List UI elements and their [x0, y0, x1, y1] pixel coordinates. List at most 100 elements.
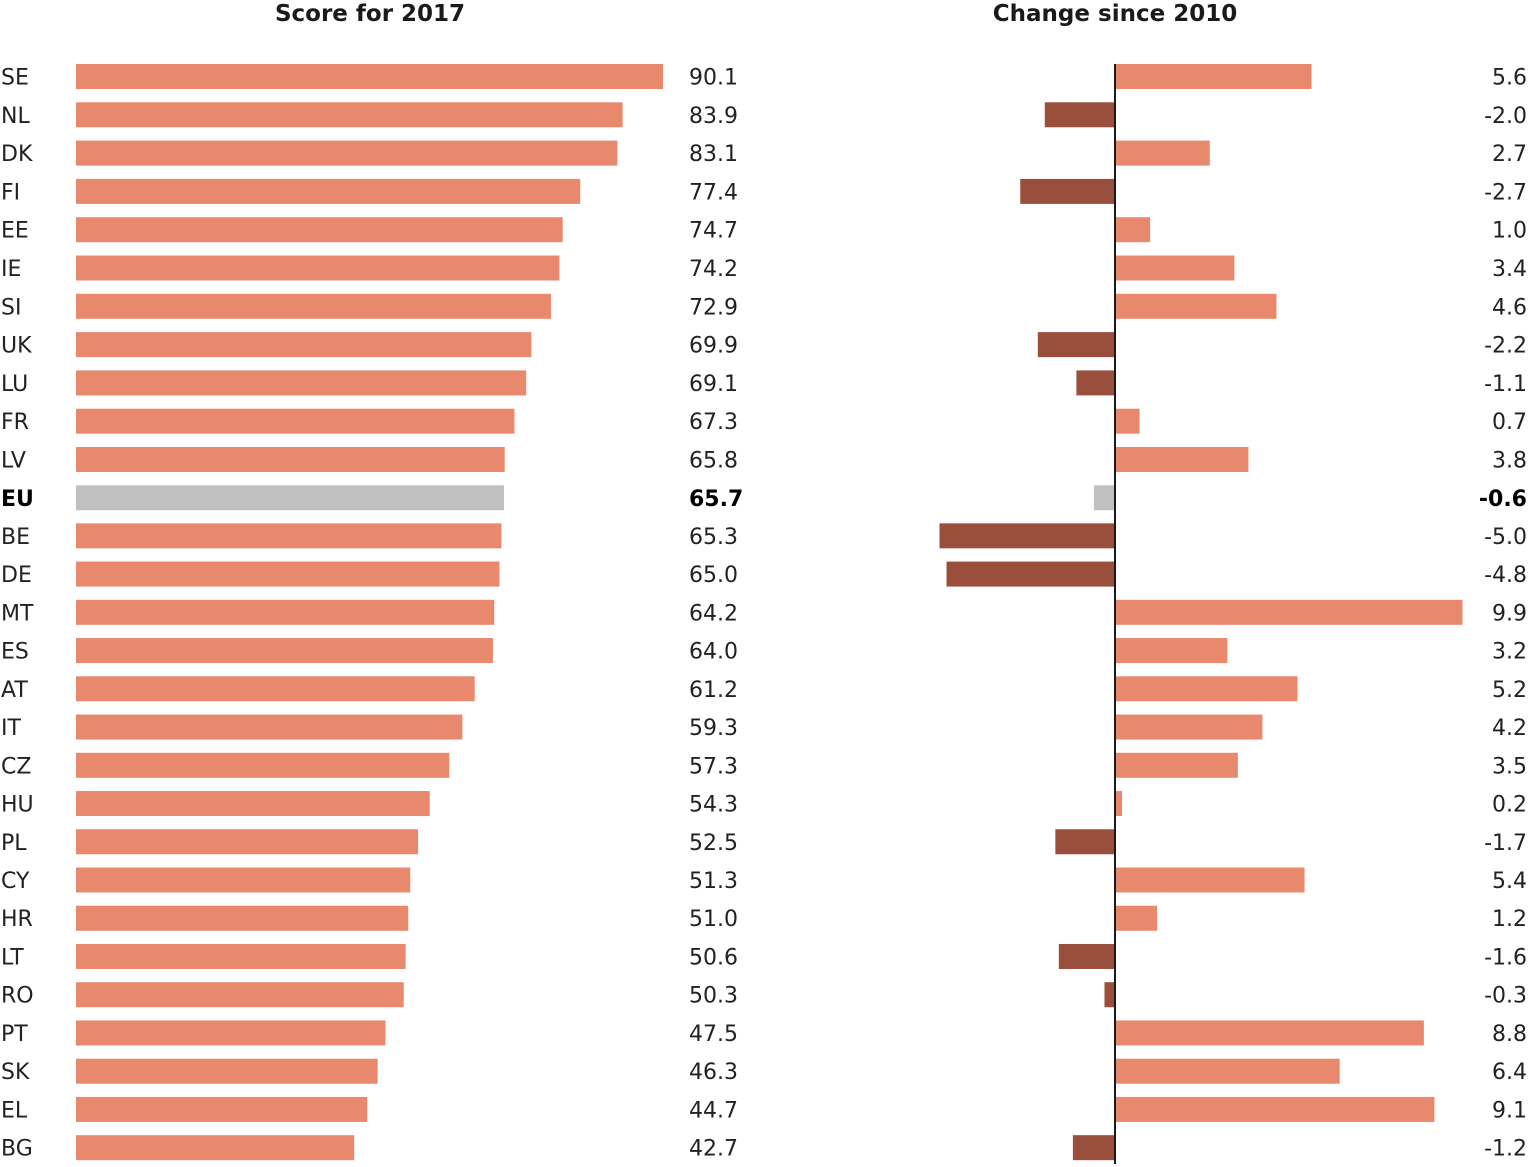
- score-value-hr: 51.0: [689, 907, 738, 932]
- change-value-at: 5.2: [1492, 678, 1527, 703]
- category-label-lv: LV: [1, 449, 26, 474]
- change-value-pt: 8.8: [1492, 1022, 1527, 1047]
- change-bar-uk: [1037, 332, 1115, 358]
- change-value-cz: 3.5: [1492, 754, 1527, 779]
- score-value-ie: 74.2: [689, 257, 738, 282]
- score-value-fr: 67.3: [689, 410, 738, 435]
- change-value-cy: 5.4: [1492, 869, 1527, 894]
- category-label-se: SE: [1, 66, 29, 91]
- change-bar-be: [939, 523, 1115, 549]
- category-label-hu: HU: [1, 793, 34, 818]
- category-label-si: SI: [1, 295, 21, 320]
- change-value-be: -5.0: [1484, 525, 1527, 550]
- score-value-es: 64.0: [689, 640, 738, 665]
- score-bar-de: [76, 561, 500, 587]
- score-value-el: 44.7: [689, 1098, 738, 1123]
- change-value-lv: 3.8: [1492, 449, 1527, 474]
- score-value-uk: 69.9: [689, 334, 738, 359]
- change-bar-nl: [1044, 102, 1115, 128]
- score-value-hu: 54.3: [689, 793, 738, 818]
- category-label-hr: HR: [1, 907, 33, 932]
- category-label-pt: PT: [1, 1022, 28, 1047]
- category-label-fi: FI: [1, 180, 20, 205]
- score-value-ee: 74.7: [689, 219, 738, 244]
- change-bar-pl: [1055, 829, 1115, 855]
- change-value-lt: -1.6: [1484, 945, 1527, 970]
- change-bar-fr: [1115, 408, 1140, 434]
- category-label-uk: UK: [1, 334, 32, 359]
- score-bar-mt: [76, 599, 495, 625]
- change-bar-lv: [1115, 447, 1249, 472]
- change-value-si: 4.6: [1492, 295, 1527, 320]
- score-bar-si: [76, 293, 551, 319]
- score-value-fi: 77.4: [689, 180, 738, 205]
- score-bar-pt: [76, 1020, 386, 1046]
- change-bar-de: [946, 561, 1115, 587]
- chart-rows: SE 90.1 5.6 NL 83.9 -2.0 DK 83.1 2.7 FI 77.4 -2.7 EE…: [1, 64, 1527, 1162]
- change-bar-dk: [1115, 140, 1210, 166]
- change-value-fi: -2.7: [1484, 180, 1527, 205]
- change-bar-ee: [1115, 217, 1151, 243]
- category-label-nl: NL: [1, 104, 30, 129]
- change-value-hu: 0.2: [1492, 793, 1527, 818]
- change-bar-bg: [1072, 1135, 1115, 1161]
- change-value-lu: -1.1: [1484, 372, 1527, 397]
- score-bar-eu: [76, 485, 505, 511]
- change-value-el: 9.1: [1492, 1098, 1527, 1123]
- score-bar-bg: [76, 1135, 355, 1161]
- score-value-pl: 52.5: [689, 831, 738, 856]
- score-value-dk: 83.1: [689, 142, 738, 167]
- score-bar-lu: [76, 370, 527, 396]
- category-label-mt: MT: [1, 601, 34, 626]
- category-label-cy: CY: [1, 869, 30, 894]
- change-value-es: 3.2: [1492, 640, 1527, 665]
- category-label-dk: DK: [1, 142, 33, 167]
- change-value-ro: -0.3: [1484, 984, 1527, 1009]
- category-label-ie: IE: [1, 257, 21, 282]
- change-panel-title: Change since 2010: [993, 1, 1237, 27]
- score-value-lt: 50.6: [689, 945, 738, 970]
- change-bar-se: [1115, 64, 1312, 89]
- change-bar-eu: [1093, 485, 1115, 511]
- change-value-nl: -2.0: [1484, 104, 1527, 129]
- change-bar-hr: [1115, 905, 1158, 931]
- score-bar-cy: [76, 867, 411, 893]
- score-bar-sk: [76, 1058, 378, 1084]
- change-bar-mt: [1115, 599, 1463, 625]
- change-bar-el: [1115, 1096, 1435, 1122]
- change-value-mt: 9.9: [1492, 601, 1527, 626]
- score-value-si: 72.9: [689, 295, 738, 320]
- change-value-de: -4.8: [1484, 563, 1527, 588]
- change-bar-cz: [1115, 752, 1238, 778]
- category-label-sk: SK: [1, 1060, 30, 1085]
- score-value-lv: 65.8: [689, 449, 738, 474]
- change-value-hr: 1.2: [1492, 907, 1527, 932]
- change-bar-it: [1115, 714, 1263, 740]
- change-value-se: 5.6: [1492, 66, 1527, 91]
- change-value-bg: -1.2: [1484, 1137, 1527, 1162]
- score-bar-ro: [76, 982, 404, 1008]
- change-value-uk: -2.2: [1484, 334, 1527, 359]
- change-bar-ro: [1104, 982, 1115, 1008]
- category-label-lt: LT: [1, 945, 24, 970]
- change-value-sk: 6.4: [1492, 1060, 1527, 1085]
- score-value-cy: 51.3: [689, 869, 738, 894]
- change-value-fr: 0.7: [1492, 410, 1527, 435]
- score-bar-dk: [76, 140, 618, 166]
- score-bar-be: [76, 523, 502, 549]
- change-bar-es: [1115, 638, 1228, 664]
- score-bar-se: [76, 64, 663, 89]
- score-bar-lv: [76, 447, 505, 472]
- change-bar-si: [1115, 293, 1277, 319]
- category-label-bg: BG: [1, 1137, 33, 1162]
- change-value-eu: -0.6: [1479, 487, 1527, 512]
- score-bar-it: [76, 714, 463, 740]
- score-bar-at: [76, 676, 475, 702]
- score-bar-cz: [76, 752, 450, 778]
- change-value-dk: 2.7: [1492, 142, 1527, 167]
- category-label-pl: PL: [1, 831, 27, 856]
- category-label-at: AT: [1, 678, 28, 703]
- score-value-de: 65.0: [689, 563, 738, 588]
- change-bar-pt: [1115, 1020, 1424, 1046]
- change-bar-at: [1115, 676, 1298, 702]
